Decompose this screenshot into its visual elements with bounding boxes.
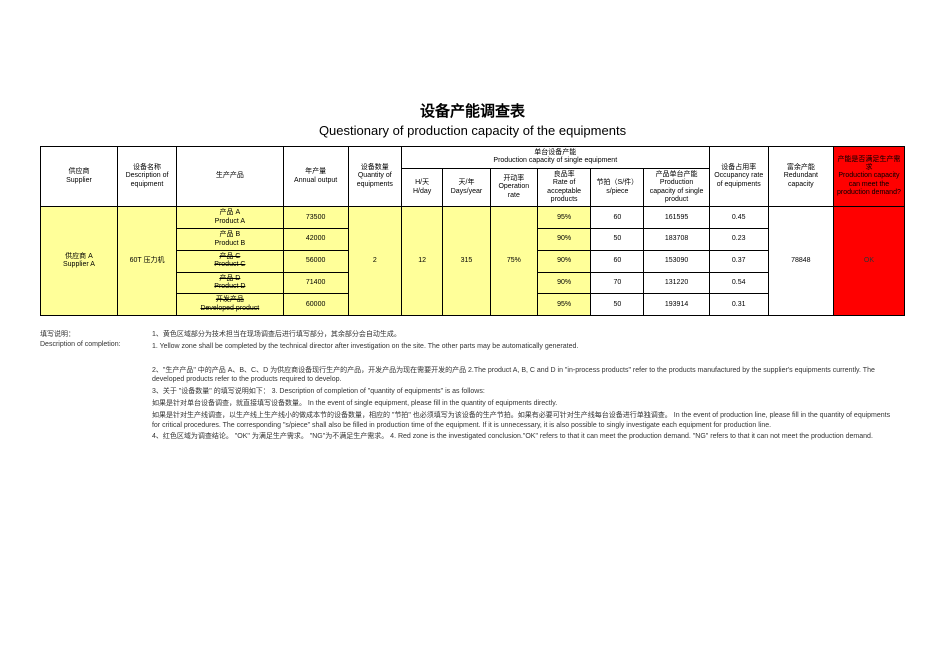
cell-occupancy-rate: 0.23 xyxy=(709,229,768,251)
notes-body: 1、黄色区域部分为技术担当在现场调查后进行填写部分，其余部分会自动生成。 1. Y… xyxy=(152,330,897,444)
notes-line: 3、关于 "设备数量" 的填写说明如下： 3. Description of c… xyxy=(152,387,897,397)
cell-single-product-cap: 183708 xyxy=(644,229,709,251)
cell-s-piece: 60 xyxy=(591,250,644,272)
header-product: 生产产品 xyxy=(177,147,284,207)
cell-annual-output: 42000 xyxy=(283,229,348,251)
cell-occupancy-rate: 0.37 xyxy=(709,250,768,272)
cell-acceptable-rate: 95% xyxy=(537,294,590,316)
cell-acceptable-rate: 90% xyxy=(537,272,590,294)
header-demand: 产能是否满足生产需求Production capacity can meet t… xyxy=(833,147,904,207)
cell-occupancy-rate: 0.45 xyxy=(709,207,768,229)
cell-s-piece: 50 xyxy=(591,229,644,251)
header-s-piece: 节拍（S/件）s/piece xyxy=(591,168,644,207)
cell-annual-output: 71400 xyxy=(283,272,348,294)
notes-section: 填写说明：Description of completion: 1、黄色区域部分… xyxy=(40,330,905,444)
cell-single-product-cap: 193914 xyxy=(644,294,709,316)
notes-line: 4、红色区域为调查结论。 "OK" 为满足生产需求。 "NG"为不满足生产需求。… xyxy=(152,432,897,442)
cell-supplier: 供应商 ASupplier A xyxy=(41,207,118,316)
cell-occupancy-rate: 0.31 xyxy=(709,294,768,316)
header-acceptable-rate: 良品率Rate of acceptable products xyxy=(537,168,590,207)
cell-s-piece: 70 xyxy=(591,272,644,294)
cell-annual-output: 56000 xyxy=(283,250,348,272)
cell-acceptable-rate: 90% xyxy=(537,229,590,251)
notes-line: 1、黄色区域部分为技术担当在现场调查后进行填写部分，其余部分会自动生成。 xyxy=(152,330,897,340)
cell-product-name: 开发产品Developed product xyxy=(177,294,284,316)
capacity-table: 供应商Supplier 设备名称Description of equipment… xyxy=(40,146,905,316)
cell-product-name: 产品 DProduct D xyxy=(177,272,284,294)
notes-line: 如果是针对生产线调查，以生产线上生产线小的做成本节的设备数量，相应的 "节拍" … xyxy=(152,411,897,431)
cell-redundant-capacity: 78848 xyxy=(768,207,833,316)
cell-demand-result: OK xyxy=(833,207,904,316)
cell-product-name: 产品 CProduct C xyxy=(177,250,284,272)
notes-line: 如果是针对单台设备调查，就直接填写设备数量。 In the event of s… xyxy=(152,399,897,409)
cell-product-name: 产品 BProduct B xyxy=(177,229,284,251)
cell-equipment: 60T 压力机 xyxy=(117,207,176,316)
notes-line xyxy=(152,354,897,364)
cell-s-piece: 50 xyxy=(591,294,644,316)
header-single-cap-group: 单台设备产能Production capacity of single equi… xyxy=(401,147,709,169)
cell-h-day: 12 xyxy=(401,207,442,316)
cell-equip-qty: 2 xyxy=(348,207,401,316)
cell-operation-rate: 75% xyxy=(490,207,537,316)
cell-acceptable-rate: 90% xyxy=(537,250,590,272)
header-redundant: 富余产能Redundant capacity xyxy=(768,147,833,207)
cell-annual-output: 73500 xyxy=(283,207,348,229)
header-supplier: 供应商Supplier xyxy=(41,147,118,207)
cell-occupancy-rate: 0.54 xyxy=(709,272,768,294)
notes-label: 填写说明：Description of completion: xyxy=(40,330,150,350)
cell-single-product-cap: 153090 xyxy=(644,250,709,272)
table-header: 供应商Supplier 设备名称Description of equipment… xyxy=(41,147,905,207)
cell-annual-output: 60000 xyxy=(283,294,348,316)
title-chinese: 设备产能调查表 xyxy=(40,100,905,121)
title-block: 设备产能调查表 Questionary of production capaci… xyxy=(40,100,905,138)
notes-line: 1. Yellow zone shall be completed by the… xyxy=(152,342,897,352)
notes-line: 2、"生产产品" 中的产品 A、B、C、D 为供应商设备现行生产的产品，开发产品… xyxy=(152,366,897,386)
cell-single-product-cap: 131220 xyxy=(644,272,709,294)
table-body: 供应商 ASupplier A60T 压力机产品 AProduct A73500… xyxy=(41,207,905,316)
header-annual: 年产量Annual output xyxy=(283,147,348,207)
header-equip-desc: 设备名称Description of equipment xyxy=(117,147,176,207)
header-days-year: 天/年Days/year xyxy=(443,168,490,207)
cell-single-product-cap: 161595 xyxy=(644,207,709,229)
title-english: Questionary of production capacity of th… xyxy=(40,123,905,138)
header-operation-rate: 开动率Operation rate xyxy=(490,168,537,207)
cell-product-name: 产品 AProduct A xyxy=(177,207,284,229)
cell-days-year: 315 xyxy=(443,207,490,316)
table-row: 供应商 ASupplier A60T 压力机产品 AProduct A73500… xyxy=(41,207,905,229)
header-h-day: H/天H/day xyxy=(401,168,442,207)
header-equip-qty: 设备数量Quantity of equipments xyxy=(348,147,401,207)
document-page: 设备产能调查表 Questionary of production capaci… xyxy=(40,100,905,444)
header-occupancy: 设备占用率Occupancy rate of equipments xyxy=(709,147,768,207)
cell-s-piece: 60 xyxy=(591,207,644,229)
cell-acceptable-rate: 95% xyxy=(537,207,590,229)
header-single-product-cap: 产品单台产能Production capacity of single prod… xyxy=(644,168,709,207)
